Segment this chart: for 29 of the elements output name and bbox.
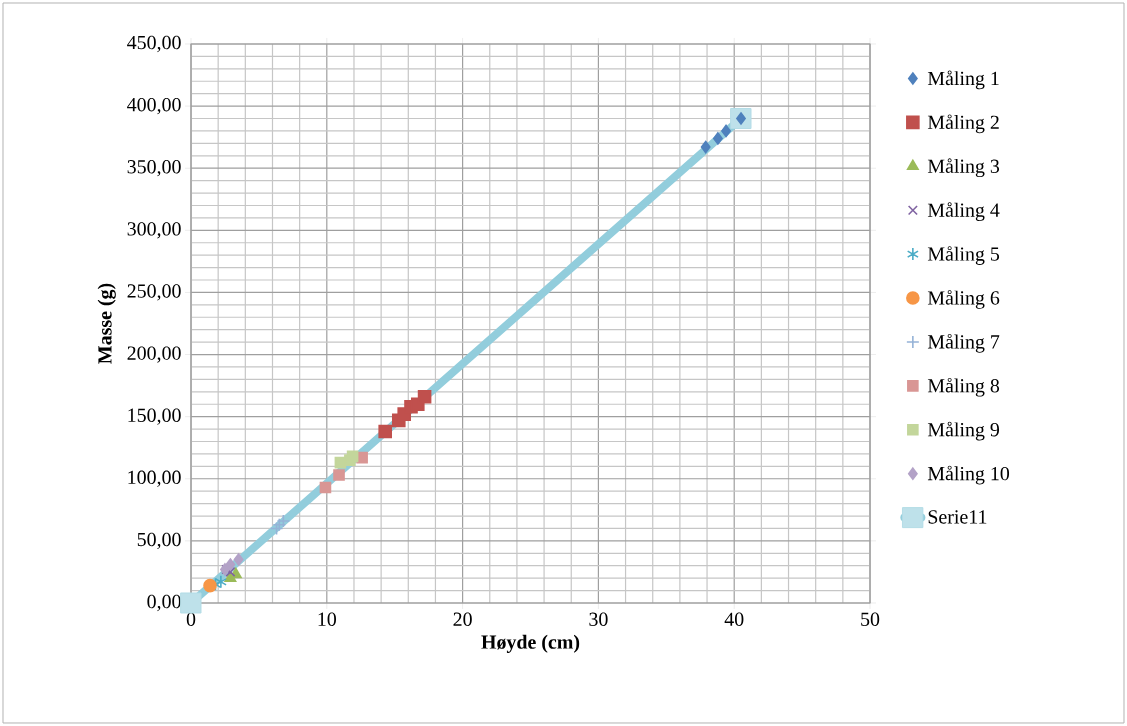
y-axis-title: Masse (g) — [97, 283, 116, 364]
x-tick-label: 50 — [861, 612, 880, 626]
y-tick-label: 0,00 — [147, 594, 181, 612]
x-axis-title: Høyde (cm) — [481, 634, 580, 653]
y-tick-label: 200,00 — [127, 346, 181, 363]
legend-label: Måling 5 — [927, 246, 1000, 265]
legend-label: Måling 8 — [927, 377, 1000, 397]
y-tick-label: 50,00 — [137, 532, 181, 550]
legend-label: Måling 3 — [927, 158, 1000, 178]
legend-label: Måling 9 — [927, 421, 1000, 441]
y-tick-label: 250,00 — [127, 284, 181, 301]
legend-label: Måling 10 — [927, 465, 1010, 485]
x-tick-label: 10 — [318, 612, 337, 626]
x-tick-label: 30 — [589, 612, 608, 626]
y-tick-label: 350,00 — [127, 160, 181, 177]
x-tick-label: 40 — [724, 612, 744, 626]
y-tick-label: 300,00 — [127, 222, 181, 239]
legend-label: Måling 1 — [927, 70, 999, 90]
x-tick-label: 20 — [453, 612, 472, 626]
legend-label: Måling 2 — [927, 114, 999, 134]
y-tick-label: 150,00 — [128, 408, 181, 425]
legend-label: Måling 4 — [927, 202, 1000, 221]
y-tick-label: 400,00 — [127, 97, 181, 115]
legend-label: Måling 7 — [927, 333, 1000, 353]
legend-label: Serie11 — [928, 510, 987, 524]
x-tick-label: 0 — [186, 612, 196, 626]
y-tick-label: 100,00 — [128, 470, 181, 487]
legend-label: Måling 6 — [927, 290, 1000, 309]
y-tick-label: 450,00 — [127, 35, 181, 53]
